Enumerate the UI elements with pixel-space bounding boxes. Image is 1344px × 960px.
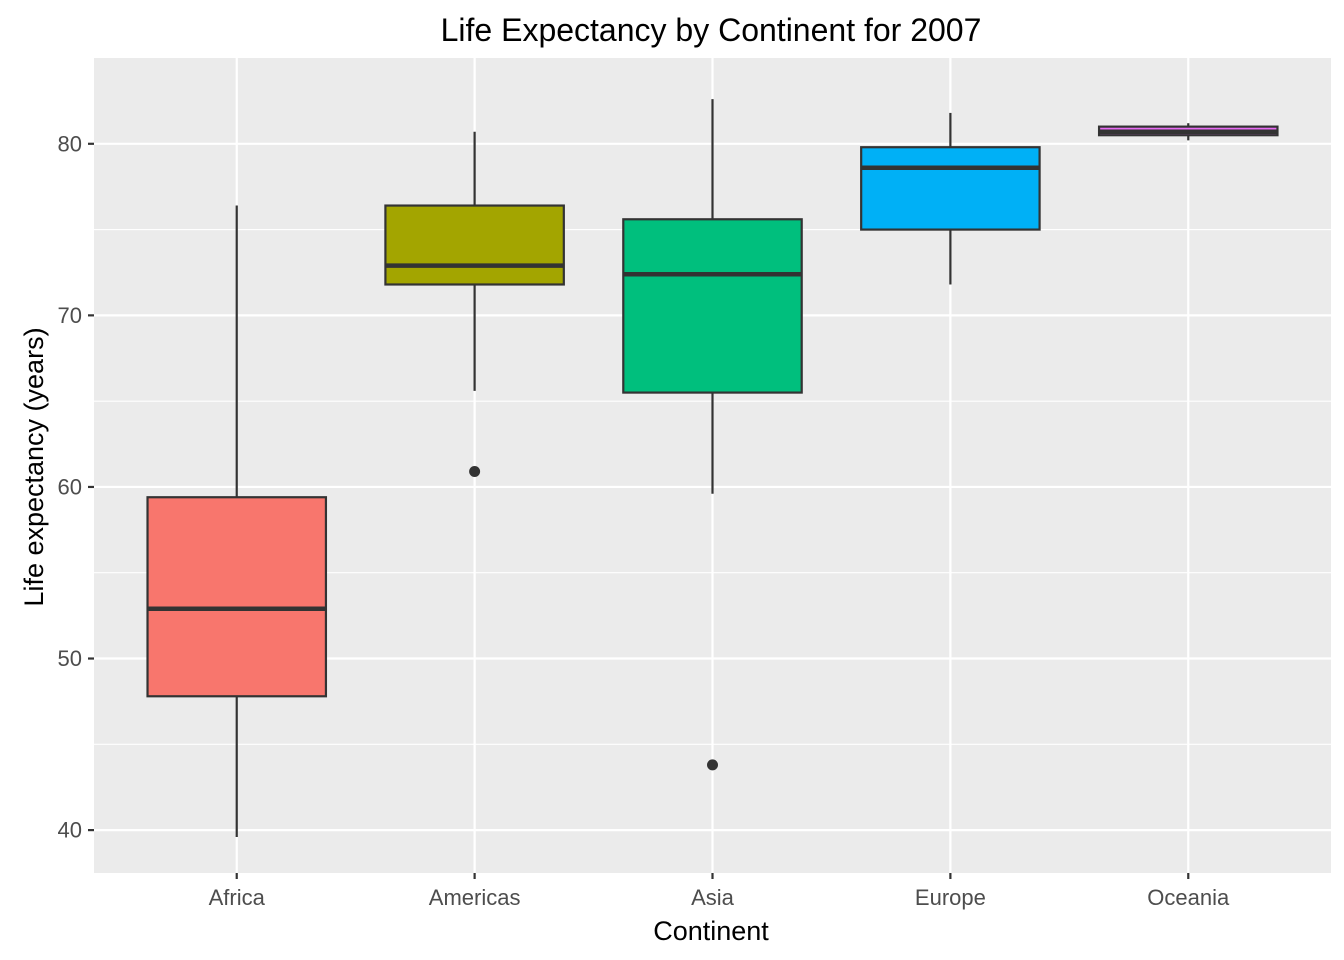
box-iqr — [860, 146, 1041, 231]
y-tick-label: 60 — [58, 474, 82, 499]
x-tick-label: Europe — [915, 885, 986, 910]
y-tick-label: 50 — [58, 646, 82, 671]
chart-title: Life Expectancy by Continent for 2007 — [441, 12, 982, 48]
x-tick-label: Asia — [691, 885, 735, 910]
box-asia — [622, 99, 803, 771]
box-africa — [146, 205, 328, 837]
outlier-point — [469, 466, 481, 478]
x-axis: Africa Americas Asia Europe Oceania — [209, 873, 1230, 910]
box-iqr — [146, 496, 328, 698]
y-axis: 40 50 60 70 80 — [58, 131, 94, 843]
x-tick-label: Africa — [209, 885, 266, 910]
x-tick-label: Oceania — [1147, 885, 1230, 910]
outlier-point — [707, 759, 718, 771]
box-iqr — [622, 218, 803, 394]
box-iqr — [384, 204, 565, 286]
box-layer — [146, 99, 1279, 837]
y-tick-label: 80 — [58, 131, 82, 156]
x-tick-label: Americas — [429, 885, 521, 910]
box-oceania — [1097, 123, 1279, 141]
y-axis-title: Life expectancy (years) — [19, 327, 49, 606]
box-americas — [384, 131, 565, 478]
y-tick-label: 40 — [58, 818, 82, 843]
y-tick-label: 70 — [58, 303, 82, 328]
box-europe — [860, 112, 1041, 285]
x-axis-title: Continent — [653, 916, 769, 946]
